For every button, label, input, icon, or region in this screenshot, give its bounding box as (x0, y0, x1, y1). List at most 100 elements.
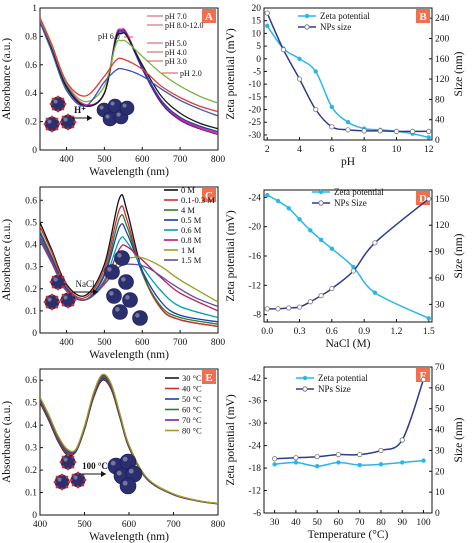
x-tick-label: 0.6 (326, 327, 338, 337)
series-label: pH 5.0 (165, 39, 187, 48)
legend-label: 1.5 M (181, 255, 202, 265)
ligand-dot (57, 300, 61, 304)
plot-frame (263, 7, 433, 141)
nanoparticle (104, 264, 120, 280)
y2-tick-label: 20 (435, 467, 445, 477)
x-tick-label: 60 (334, 518, 344, 528)
x-tick-label: 500 (97, 155, 112, 165)
ligand-dot (50, 307, 54, 311)
x-axis-label: Temperature (°C) (308, 529, 389, 541)
y-tick-label: 0.3 (25, 444, 37, 454)
y-tick-label: 0.6 (25, 196, 37, 206)
ligand-dot (61, 455, 65, 459)
ligand-dot (63, 102, 67, 106)
plot-frame (263, 366, 433, 514)
panel-F: 30 40 50 60 70 80 90 100 -6 -12 -18 -24 -30 -36 -42 0 10… (225, 363, 465, 541)
ligand-dot (76, 471, 80, 475)
zeta-marker (329, 104, 335, 110)
size-marker (293, 455, 299, 461)
size-line (267, 198, 430, 310)
nanoparticle-highlight (107, 267, 112, 272)
ligand-dot (55, 475, 59, 479)
nanoparticle (132, 310, 148, 326)
panel-label-badge (202, 188, 216, 202)
ligand-dot (63, 280, 67, 284)
size-marker (357, 451, 363, 458)
zeta-marker (297, 56, 302, 61)
nanoparticle (119, 477, 137, 495)
y2-tick-label: 10 (435, 488, 445, 498)
y2-tick-label: 30 (435, 300, 445, 310)
ligand-dot (55, 295, 59, 299)
reagent-label: NaCl (76, 279, 95, 289)
ligand-dot (71, 303, 75, 307)
nanoparticle-highlight (115, 307, 120, 312)
ligand-dot (49, 102, 53, 106)
ligand-dot (51, 107, 55, 111)
ligand-dot (73, 298, 77, 302)
ligand-dot (73, 120, 77, 124)
x-axis-label: pH (341, 156, 355, 168)
ligand-dot (71, 455, 75, 459)
x-tick-label: 700 (173, 338, 188, 348)
ligand-dot (71, 293, 75, 297)
zeta-marker (293, 460, 299, 465)
ligand-dot (66, 127, 70, 131)
x-tick-label: 0.9 (358, 327, 370, 337)
ligand-dot (59, 298, 63, 302)
y-tick-label: -12 (248, 281, 261, 291)
y-tick-label: 0.6 (25, 376, 37, 386)
y2-tick-label: 150 (435, 195, 450, 205)
legend-label: 70 °C (182, 415, 202, 425)
y-tick-label: 0 (32, 329, 37, 339)
nanoparticle-highlight (109, 291, 114, 296)
y-tick-label: -20 (248, 223, 261, 233)
zeta-marker (275, 198, 281, 204)
zeta-marker (400, 460, 405, 465)
legend-label: 0.5 M (181, 215, 202, 225)
nanoparticle-highlight (63, 295, 68, 300)
panel-label: E (205, 372, 212, 384)
ligand-dot (76, 485, 80, 489)
y-tick-label: 10 (252, 29, 262, 39)
size-marker (361, 128, 367, 134)
y2-axis-label: Size (nm) (453, 233, 465, 278)
x-tick-label: 6 (329, 145, 334, 155)
x-axis-label: NaCl (M) (325, 338, 370, 350)
legend-marker (304, 13, 310, 19)
x-tick-label: 30 (270, 518, 280, 528)
plot-frame (39, 7, 219, 151)
nanoparticle-highlight (117, 253, 122, 258)
legend-label: NPs size (320, 22, 351, 32)
x-tick-label: 40 (291, 518, 301, 528)
series-label: pH 8.0-12.0 (165, 21, 203, 30)
nanoparticle-highlight (63, 117, 68, 122)
panel-E: 400 500 600 700 800 0 0.1 0.2 0.3 0.4 0.5 0.6 Wavele… (1, 368, 225, 543)
zeta-marker (336, 460, 341, 465)
spectrum-line (40, 19, 218, 104)
x-tick-label: 50 (312, 518, 322, 528)
legend-label: 0.6 M (181, 225, 202, 235)
y2-tick-label: 40 (435, 116, 445, 126)
zeta-marker (378, 462, 384, 467)
size-marker (318, 292, 324, 299)
nanoparticle-highlight (53, 99, 58, 104)
panel-label: A (205, 11, 213, 23)
nanoparticle-highlight (53, 277, 58, 282)
nanoparticle-highlight (57, 477, 62, 482)
ligand-dot (45, 305, 49, 309)
x-axis-label: Wavelength (nm) (89, 349, 169, 361)
ligand-dot (60, 473, 64, 477)
reaction-arrowhead (87, 115, 92, 121)
y2-tick-label: 120 (435, 75, 450, 85)
y-tick-label: -8 (253, 311, 261, 321)
spectra-lines (40, 17, 218, 136)
y2-axis-label: Size (nm) (453, 417, 465, 462)
nanoparticle-highlight (135, 313, 140, 318)
ligand-dot (65, 475, 69, 479)
spectrum-line (40, 373, 218, 504)
y-tick-label: 5 (256, 42, 261, 52)
legend-label: 0.8 M (181, 235, 202, 245)
y2-tick-label: 200 (435, 34, 450, 44)
